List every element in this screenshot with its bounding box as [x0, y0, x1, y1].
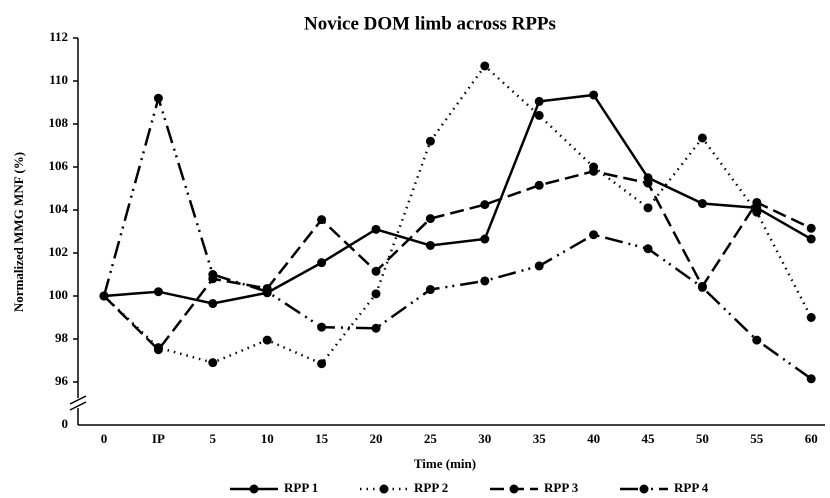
marker [643, 178, 653, 188]
marker [371, 266, 381, 276]
legend-label: RPP 1 [284, 480, 318, 495]
legend-label: RPP 3 [544, 480, 579, 495]
y-tick-label: 100 [49, 287, 69, 302]
series-line [103, 93, 812, 305]
marker [208, 299, 218, 309]
x-tick-label: 45 [642, 431, 656, 446]
x-tick-label: 30 [478, 431, 491, 446]
marker [262, 287, 272, 297]
x-tick-label: 15 [315, 431, 329, 446]
x-tick-label: 50 [696, 431, 709, 446]
marker [425, 136, 435, 146]
series-line [103, 64, 813, 366]
marker [534, 180, 544, 190]
marker [208, 270, 218, 279]
marker [153, 93, 163, 103]
legend-label: RPP 2 [414, 480, 448, 495]
y-tick-label: 104 [49, 201, 69, 216]
marker [317, 359, 327, 369]
axis-break-gap [70, 398, 86, 408]
x-tick-label: 40 [587, 431, 600, 446]
x-tick-label: 35 [533, 431, 547, 446]
x-tick-label: 0 [101, 431, 108, 446]
marker [806, 223, 816, 233]
marker [371, 289, 381, 299]
x-tick-label: 5 [210, 431, 217, 446]
marker [317, 258, 327, 268]
marker [262, 335, 272, 345]
y-tick-label: 0 [62, 416, 69, 431]
x-tick-label: 60 [805, 431, 818, 446]
marker [589, 90, 599, 100]
x-tick-label: 10 [261, 431, 274, 446]
y-tick-label: 102 [49, 244, 69, 259]
marker [480, 276, 490, 286]
marker [589, 166, 599, 176]
y-tick-label: 106 [49, 158, 69, 173]
legend-label: RPP 4 [674, 480, 709, 495]
marker [371, 224, 381, 234]
y-tick-label: 98 [55, 330, 69, 345]
marker [425, 285, 435, 295]
axis-break [69, 395, 87, 405]
marker [480, 200, 490, 210]
marker [480, 61, 490, 71]
marker [208, 358, 218, 368]
marker [806, 374, 816, 384]
marker [752, 207, 762, 217]
marker [752, 335, 762, 345]
marker [697, 282, 707, 292]
marker [99, 291, 109, 301]
marker [317, 322, 327, 332]
marker [806, 234, 816, 244]
series-line [102, 93, 812, 380]
marker [153, 287, 163, 297]
marker [534, 110, 544, 120]
marker [697, 133, 707, 143]
marker [425, 214, 435, 224]
y-tick-label: 96 [55, 373, 69, 388]
marker [534, 96, 544, 106]
marker [153, 345, 163, 355]
x-axis-title: Time (min) [414, 456, 476, 471]
y-tick-label: 108 [49, 115, 69, 130]
marker [643, 244, 653, 254]
marker [806, 313, 816, 322]
y-tick-label: 112 [49, 29, 68, 44]
legend-marker [379, 484, 389, 494]
axis-break [69, 401, 87, 411]
legend-marker [249, 484, 259, 494]
marker [752, 197, 762, 207]
x-tick-label: 55 [750, 431, 764, 446]
marker [480, 234, 490, 244]
marker [697, 199, 707, 209]
series-line [103, 170, 812, 352]
y-tick-label: 110 [49, 72, 68, 87]
legend-marker [639, 484, 649, 494]
x-tick-label: 20 [370, 431, 383, 446]
marker [317, 215, 327, 225]
marker [589, 230, 599, 240]
marker [643, 203, 653, 213]
x-tick-label: IP [152, 431, 165, 446]
y-axis-title: Normalized MMG MNF (%) [11, 152, 26, 312]
marker [371, 323, 381, 333]
marker [425, 240, 435, 250]
chart-title: Novice DOM limb across RPPs [304, 13, 556, 34]
marker [534, 261, 544, 271]
legend-marker [509, 484, 519, 494]
x-tick-label: 25 [424, 431, 438, 446]
